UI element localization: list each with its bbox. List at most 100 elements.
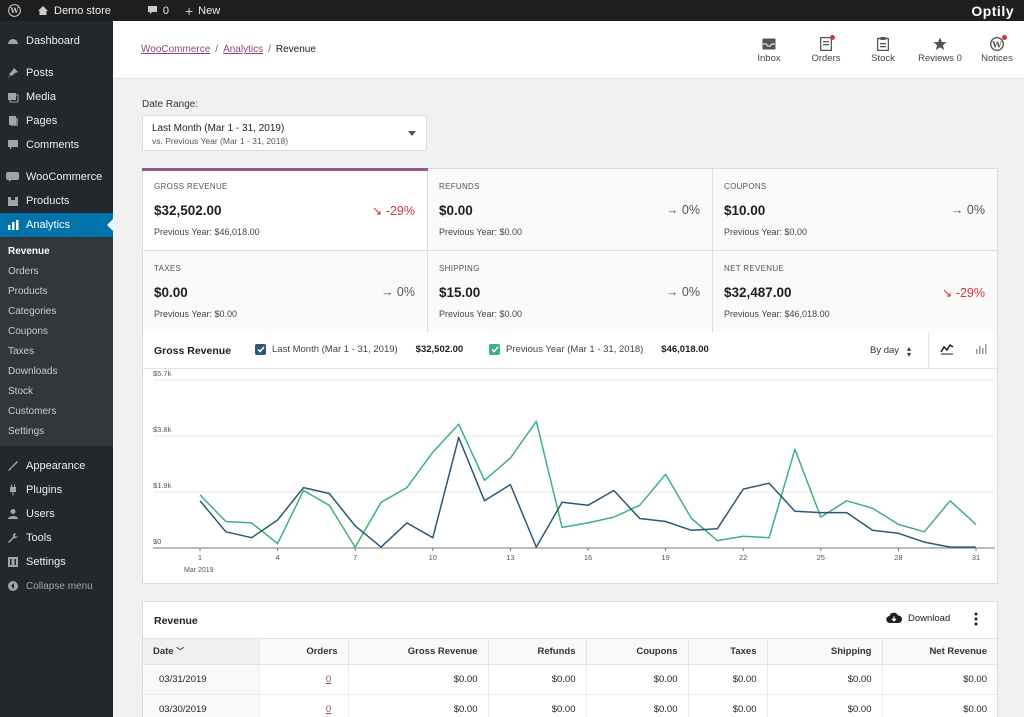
revenue-table-panel: Revenue Download Date ﹀ Orders Gross Rev… [142, 601, 998, 717]
menu-label: Posts [26, 67, 54, 79]
bar-chart-icon[interactable] [975, 343, 987, 358]
arrow-right-icon: → [950, 203, 967, 217]
date-range-secondary: vs. Previous Year (Mar 1 - 31, 2018) [152, 136, 289, 146]
cell-refunds: $0.00 [488, 694, 587, 717]
wordpress-logo[interactable]: W [0, 0, 29, 21]
arrow-right-icon: → [665, 203, 682, 217]
summary-shipping[interactable]: SHIPPING $15.00 → 0% Previous Year: $0.0… [428, 251, 713, 332]
summary-taxes[interactable]: TAXES $0.00 → 0% Previous Year: $0.00 [143, 251, 428, 332]
cell-shipping: $0.00 [767, 664, 883, 695]
menu-appearance[interactable]: Appearance [0, 454, 113, 478]
collapse-icon [6, 580, 19, 593]
submenu-revenue[interactable]: Revenue [8, 245, 50, 257]
line-chart-icon[interactable] [940, 343, 954, 358]
delta-value: 0% [681, 285, 700, 299]
wordpress-icon: W [990, 35, 1007, 53]
menu-posts[interactable]: Posts [0, 61, 113, 85]
menu-woocommerce[interactable]: WooCommerce [0, 165, 113, 189]
page-header: WooCommerce / Analytics / Revenue Inbox Orde… [113, 21, 1024, 79]
menu-comments[interactable]: Comments [0, 133, 113, 157]
menu-tools[interactable]: Tools [0, 526, 113, 550]
column-net-revenue[interactable]: Net Revenue [882, 639, 997, 665]
admin-sidebar: Dashboard Posts Media Pages Comments Woo… [0, 21, 113, 717]
y-tick-label: $5.7k [153, 370, 172, 378]
comments-link[interactable]: 0 [139, 0, 177, 21]
x-tick-label: 31 [972, 553, 980, 562]
pin-icon [6, 67, 19, 80]
menu-products[interactable]: Products [0, 189, 113, 213]
column-gross-revenue[interactable]: Gross Revenue [348, 639, 489, 665]
submenu-products[interactable]: Products [8, 285, 48, 297]
submenu-coupons[interactable]: Coupons [8, 325, 49, 337]
submenu-taxes[interactable]: Taxes [8, 345, 35, 357]
summary-previous: Previous Year: $0.00 [154, 309, 238, 319]
summary-value: $32,487.00 [724, 285, 792, 300]
summary-value: $10.00 [724, 203, 766, 218]
column-date[interactable]: Date ﹀ [143, 639, 260, 665]
updown-icon: ▴ ▾ [907, 344, 912, 359]
column-taxes[interactable]: Taxes [688, 639, 768, 665]
submenu-settings[interactable]: Settings [8, 425, 45, 437]
x-tick-label: 19 [661, 553, 669, 562]
submenu-downloads[interactable]: Downloads [8, 365, 58, 377]
brush-icon [6, 460, 19, 473]
stock-label: Stock [871, 53, 895, 64]
wordpress-icon: W [8, 4, 21, 17]
date-range-dropdown[interactable]: Last Month (Mar 1 - 31, 2019) vs. Previo… [142, 115, 427, 151]
menu-collapse[interactable]: Collapse menu [0, 574, 113, 598]
summary-net-revenue[interactable]: NET REVENUE $32,487.00 ↘ -29% Previous Y… [713, 251, 997, 332]
checkbox-checked-icon [255, 344, 266, 355]
table-row: 03/31/2019 0 $0.00 $0.00 $0.00 $0.00 $0.… [143, 664, 997, 695]
download-button[interactable]: Download [886, 612, 950, 624]
legend-previous[interactable]: Previous Year (Mar 1 - 31, 2018) $46,018… [489, 344, 709, 355]
column-shipping[interactable]: Shipping [767, 639, 883, 665]
site-link[interactable]: Demo store [29, 0, 119, 21]
interval-select[interactable]: By day ▴ ▾ [870, 344, 912, 359]
menu-dashboard[interactable]: Dashboard [0, 29, 113, 53]
new-content-link[interactable]: + New [177, 0, 228, 21]
legend-current[interactable]: Last Month (Mar 1 - 31, 2019) $32,502.00 [255, 344, 463, 355]
summary-refunds[interactable]: REFUNDS $0.00 → 0% Previous Year: $0.00 [428, 169, 713, 251]
dashboard-icon [6, 35, 19, 48]
menu-pages[interactable]: Pages [0, 109, 113, 133]
svg-text:W: W [9, 6, 19, 15]
breadcrumb-analytics[interactable]: Analytics [223, 44, 264, 55]
menu-analytics[interactable]: Analytics [0, 213, 113, 237]
media-icon [6, 91, 19, 104]
summary-previous: Previous Year: $0.00 [439, 227, 523, 237]
cell-orders: 0 [259, 664, 349, 695]
stock-button[interactable]: Stock [854, 35, 912, 64]
breadcrumb-current: Revenue [275, 44, 316, 55]
summary-previous: Previous Year: $0.00 [724, 227, 808, 237]
column-coupons[interactable]: Coupons [586, 639, 689, 665]
menu-settings[interactable]: Settings [0, 550, 113, 574]
table-header: Revenue Download [143, 602, 997, 639]
summary-gross-revenue[interactable]: GROSS REVENUE $32,502.00 ↘ -29% Previous… [142, 168, 428, 251]
submenu-orders[interactable]: Orders [8, 265, 39, 277]
y-tick-label: $1.9k [153, 481, 172, 490]
submenu-categories[interactable]: Categories [8, 305, 57, 317]
orders-link[interactable]: 0 [325, 703, 332, 715]
summary-delta: → 0% [666, 203, 700, 217]
arrow-down-right-icon: ↘ [371, 204, 386, 218]
menu-label: Media [26, 91, 56, 103]
column-refunds[interactable]: Refunds [488, 639, 587, 665]
breadcrumb-woocommerce[interactable]: WooCommerce [141, 44, 211, 55]
menu-label: Comments [26, 139, 80, 151]
notices-button[interactable]: W Notices [968, 35, 1024, 64]
menu-plugins[interactable]: Plugins [0, 478, 113, 502]
inbox-button[interactable]: Inbox [740, 35, 798, 64]
menu-media[interactable]: Media [0, 85, 113, 109]
menu-users[interactable]: Users [0, 502, 113, 526]
summary-value: $32,502.00 [154, 203, 222, 218]
cell-gross-revenue: $0.00 [348, 664, 489, 695]
orders-link[interactable]: 0 [325, 673, 332, 685]
summary-coupons[interactable]: COUPONS $10.00 → 0% Previous Year: $0.00 [713, 169, 997, 251]
submenu-stock[interactable]: Stock [8, 385, 34, 397]
orders-label: Orders [811, 53, 841, 64]
column-orders[interactable]: Orders [259, 639, 349, 665]
more-options-icon[interactable] [974, 612, 978, 631]
submenu-customers[interactable]: Customers [8, 405, 57, 417]
orders-button[interactable]: Orders [797, 35, 855, 64]
reviews-button[interactable]: Reviews 0 [911, 35, 969, 64]
